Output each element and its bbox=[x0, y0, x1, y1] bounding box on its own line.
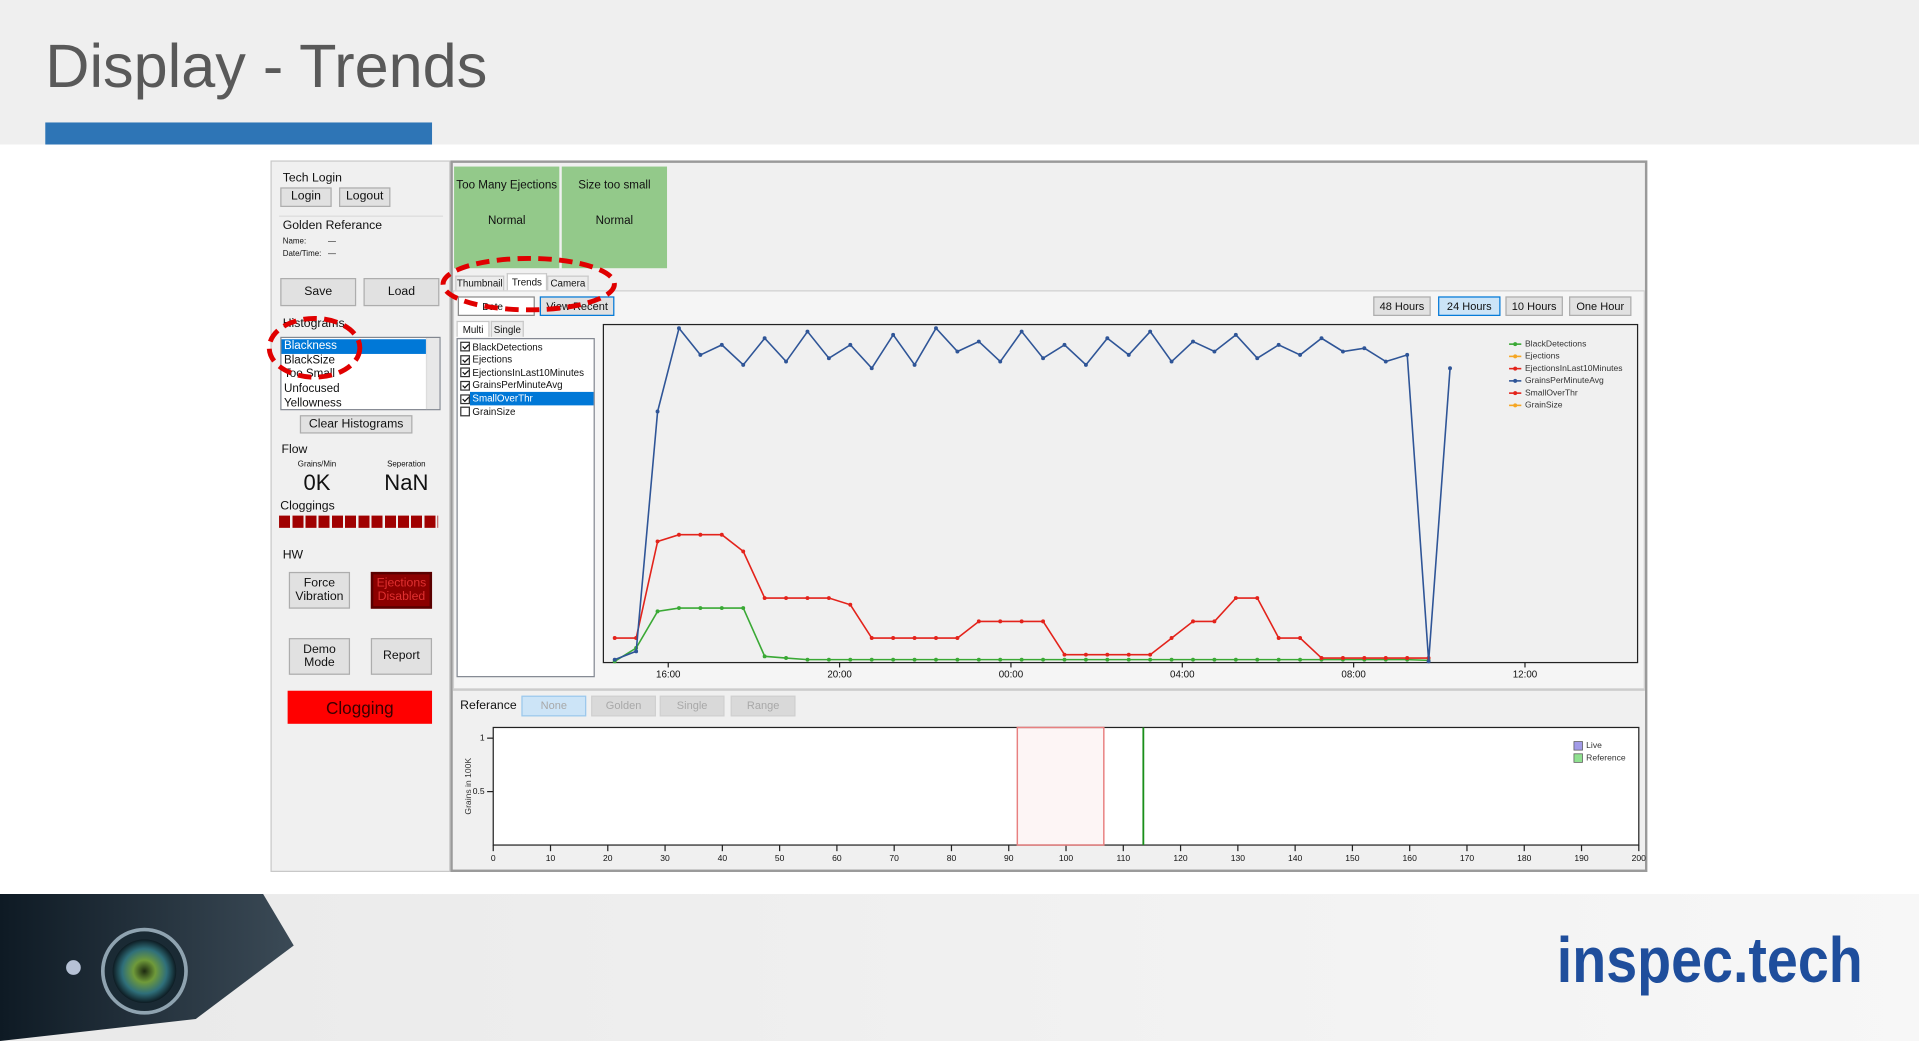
label: — bbox=[328, 249, 336, 258]
list-item[interactable]: Blackness bbox=[281, 339, 426, 354]
range-button[interactable]: One Hour bbox=[1569, 296, 1632, 316]
button[interactable]: View Recent bbox=[539, 296, 615, 316]
label: Flow bbox=[281, 442, 308, 457]
alarm-box bbox=[561, 166, 668, 269]
alarm-box bbox=[454, 166, 560, 269]
eye-ring bbox=[100, 927, 188, 1015]
checkbox[interactable] bbox=[460, 406, 470, 417]
separator bbox=[279, 215, 444, 217]
button[interactable]: Login bbox=[280, 187, 332, 207]
series-toggle[interactable]: SmallOverThr bbox=[472, 393, 533, 405]
series-toggle[interactable]: GrainSize bbox=[472, 406, 516, 418]
range-button[interactable]: 48 Hours bbox=[1373, 296, 1431, 316]
series-toggle[interactable]: EjectionsInLast10Minutes bbox=[472, 367, 585, 379]
button[interactable]: Save bbox=[280, 278, 357, 307]
checkbox[interactable] bbox=[460, 380, 470, 391]
button[interactable]: Load bbox=[363, 278, 440, 307]
label: Golden Referance bbox=[282, 218, 383, 233]
button[interactable]: Report bbox=[370, 638, 433, 675]
logo: inspec.tech bbox=[1557, 925, 1863, 996]
list-item[interactable]: BlackSize bbox=[283, 353, 336, 368]
tab[interactable]: Thumbnail bbox=[455, 275, 505, 291]
button[interactable]: Ejections Disabled bbox=[370, 571, 433, 609]
label: Histograms bbox=[282, 316, 345, 331]
button[interactable]: Demo Mode bbox=[288, 638, 351, 675]
value: 0K bbox=[303, 469, 331, 495]
footer-band bbox=[0, 894, 1919, 1041]
button[interactable]: Clear Histograms bbox=[299, 415, 413, 434]
list-item[interactable]: Unfocused bbox=[283, 382, 340, 396]
subtab[interactable]: Single bbox=[490, 320, 524, 337]
header-band bbox=[0, 0, 1919, 145]
reference-area bbox=[452, 689, 1645, 870]
subtab[interactable]: Multi bbox=[456, 320, 490, 337]
value: NaN bbox=[384, 469, 429, 495]
series-toggle[interactable]: Ejections bbox=[472, 354, 513, 366]
clogging-indicators bbox=[279, 515, 439, 528]
reference-option[interactable]: Range bbox=[730, 695, 796, 717]
slide-title: Display - Trends bbox=[45, 32, 487, 100]
list-item[interactable]: Yellowness bbox=[283, 396, 342, 410]
label: Name: bbox=[282, 236, 307, 246]
tab[interactable]: Trends bbox=[506, 273, 548, 291]
tab[interactable]: Camera bbox=[547, 275, 589, 291]
eye bbox=[112, 939, 177, 1004]
label: Grains/Min bbox=[297, 459, 337, 469]
series-toggle[interactable]: GrainsPerMinuteAvg bbox=[472, 380, 563, 392]
alarm-name: Size too small bbox=[578, 178, 651, 192]
reference-option[interactable]: Golden bbox=[591, 695, 657, 717]
scrollbar bbox=[425, 338, 440, 410]
checkbox[interactable] bbox=[460, 341, 470, 352]
alarm-state: Normal bbox=[595, 213, 634, 228]
alarm-state: Normal bbox=[487, 213, 526, 228]
footer-image bbox=[0, 894, 294, 1041]
list-item[interactable]: Too Small bbox=[283, 368, 336, 382]
title-underline bbox=[45, 122, 433, 145]
label: Date/Time: bbox=[282, 249, 322, 258]
button[interactable]: Logout bbox=[339, 187, 391, 207]
status: Clogging bbox=[287, 690, 433, 724]
alarm-name: Too Many Ejections bbox=[456, 178, 558, 192]
button[interactable]: Force Vibration bbox=[288, 571, 351, 609]
checkbox[interactable] bbox=[460, 393, 470, 404]
label: — bbox=[328, 236, 336, 246]
tab-page bbox=[452, 290, 1645, 690]
date-label: Date bbox=[482, 300, 503, 312]
flare bbox=[66, 960, 81, 975]
label: Tech Login bbox=[282, 170, 342, 185]
checkbox[interactable] bbox=[460, 354, 470, 365]
range-button[interactable]: 24 Hours bbox=[1438, 296, 1501, 316]
selection bbox=[469, 392, 594, 406]
reference-option[interactable]: None bbox=[521, 695, 587, 717]
series-toggle[interactable]: BlackDetections bbox=[472, 341, 543, 353]
range-button[interactable]: 10 Hours bbox=[1505, 296, 1563, 316]
label: Referance bbox=[460, 699, 517, 713]
label: Cloggings bbox=[280, 499, 335, 513]
label: Seperation bbox=[387, 459, 426, 469]
checkbox[interactable] bbox=[460, 367, 470, 378]
label: HW bbox=[282, 548, 304, 562]
reference-option[interactable]: Single bbox=[659, 695, 725, 717]
